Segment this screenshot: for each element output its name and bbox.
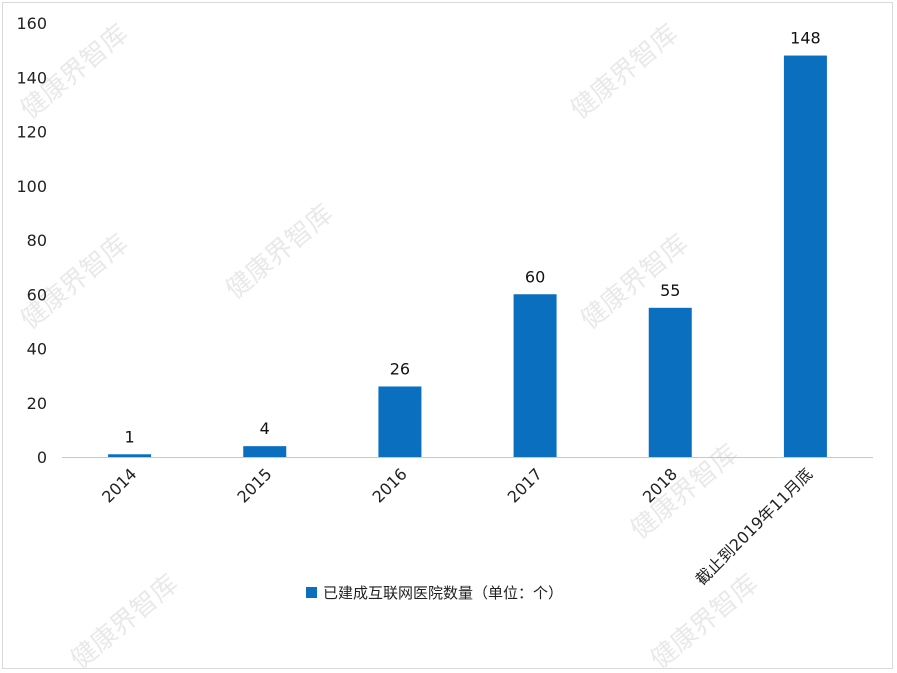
x-tick-label: 2014	[98, 464, 140, 506]
y-tick-label: 160	[16, 14, 47, 33]
y-axis: 0 20 40 60 80 100 120 140 160	[16, 14, 47, 467]
bars	[108, 55, 827, 458]
legend-label: 已建成互联网医院数量（单位：个）	[323, 584, 564, 602]
data-label: 55	[660, 281, 680, 300]
watermark-text: 健康界智库	[65, 569, 184, 673]
bar	[243, 446, 287, 457]
x-tick-label: 2016	[369, 464, 411, 506]
bar	[513, 294, 557, 457]
y-tick-label: 60	[27, 285, 47, 304]
data-labels: 1 4 26 60 55 148	[124, 29, 820, 447]
y-tick-label: 100	[16, 177, 47, 196]
y-tick-label: 80	[27, 231, 47, 250]
data-label: 60	[525, 267, 545, 286]
bar	[783, 55, 827, 458]
bar	[378, 386, 422, 457]
legend-swatch	[306, 587, 317, 598]
y-tick-label: 140	[16, 68, 47, 87]
y-tick-label: 0	[37, 448, 47, 467]
data-label: 26	[390, 359, 410, 378]
y-tick-label: 20	[27, 394, 47, 413]
x-tick-label: 2017	[504, 464, 546, 506]
y-tick-label: 40	[27, 340, 47, 359]
watermark-text: 健康界智库	[565, 19, 684, 126]
y-tick-label: 120	[16, 123, 47, 142]
bar	[648, 307, 692, 457]
watermark-text: 健康界智库	[220, 199, 339, 306]
bar	[108, 454, 152, 457]
data-label: 1	[124, 427, 134, 446]
legend: 已建成互联网医院数量（单位：个）	[306, 582, 563, 603]
x-tick-label: 2015	[233, 464, 275, 506]
data-label: 148	[790, 29, 821, 48]
x-axis: 2014 2015 2016 2017 2018 截止到2019年11月底	[62, 457, 873, 589]
data-label: 4	[260, 419, 270, 438]
